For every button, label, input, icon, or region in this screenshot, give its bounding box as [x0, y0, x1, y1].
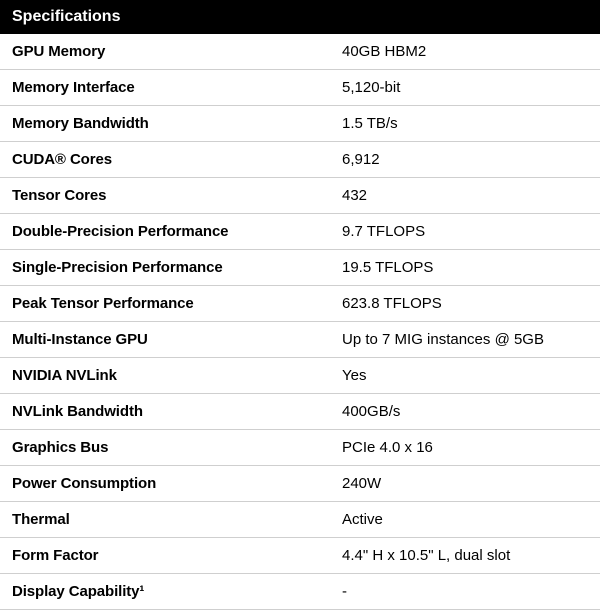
spec-label: Thermal	[0, 502, 330, 538]
spec-value: PCIe 4.0 x 16	[330, 430, 600, 466]
table-row: ThermalActive	[0, 502, 600, 538]
table-row: Peak Tensor Performance623.8 TFLOPS	[0, 286, 600, 322]
spec-label: Single-Precision Performance	[0, 250, 330, 286]
table-row: CUDA® Cores6,912	[0, 142, 600, 178]
table-row: Single-Precision Performance19.5 TFLOPS	[0, 250, 600, 286]
spec-label: CUDA® Cores	[0, 142, 330, 178]
spec-value: 40GB HBM2	[330, 34, 600, 70]
spec-value: 19.5 TFLOPS	[330, 250, 600, 286]
spec-label: Power Consumption	[0, 466, 330, 502]
spec-label: Tensor Cores	[0, 178, 330, 214]
spec-value: Yes	[330, 358, 600, 394]
table-header-row: Specifications	[0, 0, 600, 34]
spec-value: Up to 7 MIG instances @ 5GB	[330, 322, 600, 358]
specifications-table: Specifications GPU Memory40GB HBM2Memory…	[0, 0, 600, 610]
spec-value: 5,120-bit	[330, 70, 600, 106]
table-row: Tensor Cores432	[0, 178, 600, 214]
spec-value: 1.5 TB/s	[330, 106, 600, 142]
spec-value: 6,912	[330, 142, 600, 178]
spec-label: NVLink Bandwidth	[0, 394, 330, 430]
spec-label: GPU Memory	[0, 34, 330, 70]
table-row: Double-Precision Performance9.7 TFLOPS	[0, 214, 600, 250]
spec-value: 400GB/s	[330, 394, 600, 430]
spec-value: 9.7 TFLOPS	[330, 214, 600, 250]
spec-value: -	[330, 574, 600, 610]
spec-value: 240W	[330, 466, 600, 502]
spec-label: NVIDIA NVLink	[0, 358, 330, 394]
spec-label: Double-Precision Performance	[0, 214, 330, 250]
table-row: NVLink Bandwidth400GB/s	[0, 394, 600, 430]
spec-label: Multi-Instance GPU	[0, 322, 330, 358]
table-row: Multi-Instance GPUUp to 7 MIG instances …	[0, 322, 600, 358]
table-row: NVIDIA NVLinkYes	[0, 358, 600, 394]
spec-label: Memory Bandwidth	[0, 106, 330, 142]
table-row: Memory Interface5,120-bit	[0, 70, 600, 106]
spec-label: Peak Tensor Performance	[0, 286, 330, 322]
spec-label: Form Factor	[0, 538, 330, 574]
table-row: GPU Memory40GB HBM2	[0, 34, 600, 70]
spec-value: Active	[330, 502, 600, 538]
spec-value: 4.4" H x 10.5" L, dual slot	[330, 538, 600, 574]
table-row: Power Consumption240W	[0, 466, 600, 502]
spec-value: 623.8 TFLOPS	[330, 286, 600, 322]
spec-label: Graphics Bus	[0, 430, 330, 466]
table-title: Specifications	[0, 0, 600, 34]
spec-label: Display Capability¹	[0, 574, 330, 610]
spec-value: 432	[330, 178, 600, 214]
spec-label: Memory Interface	[0, 70, 330, 106]
table-row: Display Capability¹-	[0, 574, 600, 610]
table-body: GPU Memory40GB HBM2Memory Interface5,120…	[0, 34, 600, 610]
table-row: Graphics BusPCIe 4.0 x 16	[0, 430, 600, 466]
table-row: Form Factor4.4" H x 10.5" L, dual slot	[0, 538, 600, 574]
table-row: Memory Bandwidth1.5 TB/s	[0, 106, 600, 142]
